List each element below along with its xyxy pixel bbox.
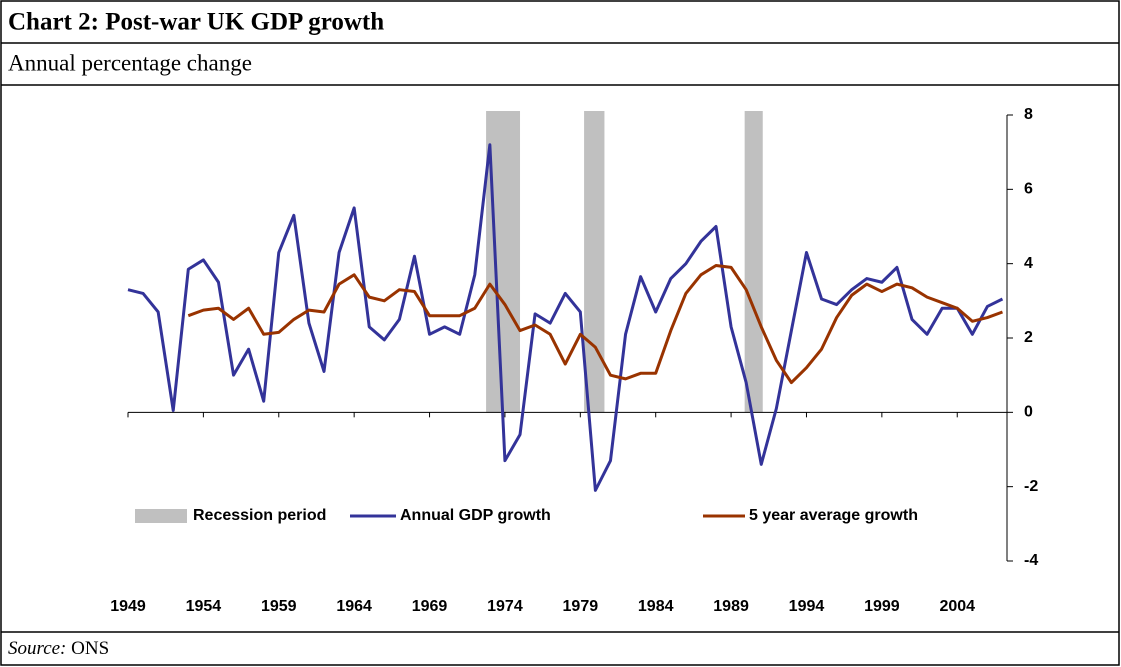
series-line xyxy=(187,264,1004,385)
x-tick-label: 1974 xyxy=(487,598,523,615)
legend-label: Recession period xyxy=(193,507,326,524)
x-tick-label: 1964 xyxy=(336,598,372,615)
y-tick-label: 6 xyxy=(1024,181,1033,198)
x-tick-label: 1949 xyxy=(110,598,146,615)
y-tick-label: 2 xyxy=(1024,329,1033,346)
x-tick-label: 1984 xyxy=(638,598,674,615)
series-line xyxy=(127,143,1004,492)
recession-band xyxy=(744,111,763,413)
source-label: Source: xyxy=(8,638,66,659)
x-tick-label: 1959 xyxy=(261,598,297,615)
x-tick-label: 1979 xyxy=(563,598,599,615)
x-tick-label: 1954 xyxy=(186,598,222,615)
chart-title: Chart 2: Post-war UK GDP growth xyxy=(8,9,384,36)
source-value: ONS xyxy=(71,638,109,659)
y-tick-label: 0 xyxy=(1024,404,1033,421)
x-tick-label: 1989 xyxy=(713,598,749,615)
y-tick-label: 4 xyxy=(1024,255,1033,272)
legend-swatch xyxy=(135,509,187,523)
x-tick-label: 2004 xyxy=(939,598,975,615)
y-tick-label: -2 xyxy=(1024,478,1038,495)
source: Source: ONS xyxy=(8,638,109,659)
x-tick-label: 1969 xyxy=(412,598,448,615)
legend-label: 5 year average growth xyxy=(749,507,918,524)
y-tick-label: 8 xyxy=(1024,106,1033,123)
recession-band xyxy=(584,111,605,413)
x-tick-label: 1999 xyxy=(864,598,900,615)
legend-label: Annual GDP growth xyxy=(400,507,551,524)
x-tick-label: 1994 xyxy=(789,598,825,615)
y-tick-label: -4 xyxy=(1024,552,1038,569)
chart-subtitle: Annual percentage change xyxy=(8,50,252,75)
